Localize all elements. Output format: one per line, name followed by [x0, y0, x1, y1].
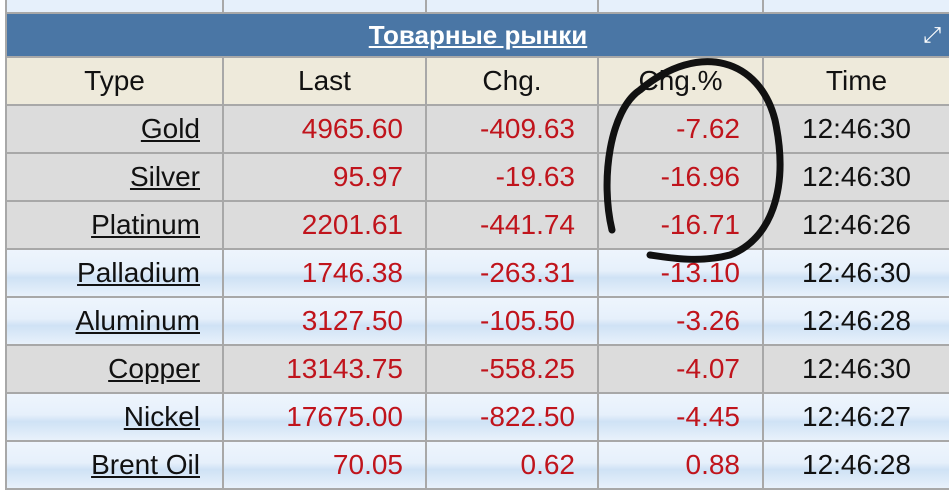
last-price-cell: 4965.60 — [222, 104, 427, 154]
commodity-link[interactable]: Gold — [140, 113, 200, 144]
commodity-link[interactable]: Brent Oil — [91, 449, 200, 480]
change-percent-cell: -4.07 — [597, 344, 764, 394]
change-cell: -822.50 — [425, 392, 599, 442]
last-price-cell: 3127.50 — [222, 296, 427, 346]
commodity-cell: Gold — [5, 104, 224, 154]
change-percent-cell: -4.45 — [597, 392, 764, 442]
column-header-time: Time — [762, 56, 949, 106]
change-percent-cell: -13.10 — [597, 248, 764, 298]
commodity-cell: Brent Oil — [5, 440, 224, 490]
time-cell: 12:46:28 — [762, 440, 949, 490]
time-cell: 12:46:28 — [762, 296, 949, 346]
column-header-chg: Chg. — [425, 56, 599, 106]
last-price-cell: 70.05 — [222, 440, 427, 490]
column-header-last: Last — [222, 56, 427, 106]
commodity-link[interactable]: Copper — [108, 353, 200, 384]
change-percent-cell: -16.96 — [597, 152, 764, 202]
last-price-cell: 1746.38 — [222, 248, 427, 298]
section-title-link[interactable]: Товарные рынки — [368, 20, 588, 50]
last-price-cell: 17675.00 — [222, 392, 427, 442]
last-price-cell: 13143.75 — [222, 344, 427, 394]
change-percent-cell: -16.71 — [597, 200, 764, 250]
change-percent-cell: -7.62 — [597, 104, 764, 154]
table-row: Platinum 2201.61 -441.74 -16.71 12:46:26 — [5, 200, 949, 250]
column-headers: Type Last Chg. Chg.% Time — [5, 56, 949, 106]
commodity-cell: Platinum — [5, 200, 224, 250]
commodity-link[interactable]: Platinum — [91, 209, 200, 240]
table-row: Copper 13143.75 -558.25 -4.07 12:46:30 — [5, 344, 949, 394]
last-price-cell: 95.97 — [222, 152, 427, 202]
commodity-link[interactable]: Palladium — [77, 257, 200, 288]
time-cell: 12:46:27 — [762, 392, 949, 442]
commodity-link[interactable]: Nickel — [123, 401, 200, 432]
commodity-cell: Nickel — [5, 392, 224, 442]
table-row: Brent Oil 70.05 0.62 0.88 12:46:28 — [5, 440, 949, 490]
change-cell: -558.25 — [425, 344, 599, 394]
time-cell: 12:46:30 — [762, 248, 949, 298]
section-header: Товарные рынки ⤢ — [5, 12, 949, 58]
change-cell: -263.31 — [425, 248, 599, 298]
change-cell: -105.50 — [425, 296, 599, 346]
commodity-cell: Aluminum — [5, 296, 224, 346]
change-cell: 0.62 — [425, 440, 599, 490]
change-cell: -19.63 — [425, 152, 599, 202]
table-row: Gold 4965.60 -409.63 -7.62 12:46:30 — [5, 104, 949, 154]
time-cell: 12:46:30 — [762, 152, 949, 202]
commodity-link[interactable]: Aluminum — [75, 305, 200, 336]
table-row: Silver 95.97 -19.63 -16.96 12:46:30 — [5, 152, 949, 202]
time-cell: 12:46:26 — [762, 200, 949, 250]
table-row: Palladium 1746.38 -263.31 -13.10 12:46:3… — [5, 248, 949, 298]
table-row: Nickel 17675.00 -822.50 -4.45 12:46:27 — [5, 392, 949, 442]
change-percent-cell: -3.26 — [597, 296, 764, 346]
commodity-cell: Copper — [5, 344, 224, 394]
change-cell: -441.74 — [425, 200, 599, 250]
commodities-table-container: Товарные рынки ⤢ Type Last Chg. Chg.% Tim… — [5, 0, 949, 490]
time-cell: 12:46:30 — [762, 104, 949, 154]
external-expand-icon[interactable]: ⤢ — [923, 22, 941, 47]
commodity-cell: Palladium — [5, 248, 224, 298]
previous-table-row-partial — [5, 0, 949, 14]
change-percent-cell: 0.88 — [597, 440, 764, 490]
time-cell: 12:46:30 — [762, 344, 949, 394]
last-price-cell: 2201.61 — [222, 200, 427, 250]
column-header-type: Type — [5, 56, 224, 106]
commodities-table: Товарные рынки ⤢ Type Last Chg. Chg.% Tim… — [5, 0, 949, 490]
table-row: Aluminum 3127.50 -105.50 -3.26 12:46:28 — [5, 296, 949, 346]
column-header-chg-pct: Chg.% — [597, 56, 764, 106]
change-cell: -409.63 — [425, 104, 599, 154]
commodity-cell: Silver — [5, 152, 224, 202]
commodity-link[interactable]: Silver — [129, 161, 200, 192]
